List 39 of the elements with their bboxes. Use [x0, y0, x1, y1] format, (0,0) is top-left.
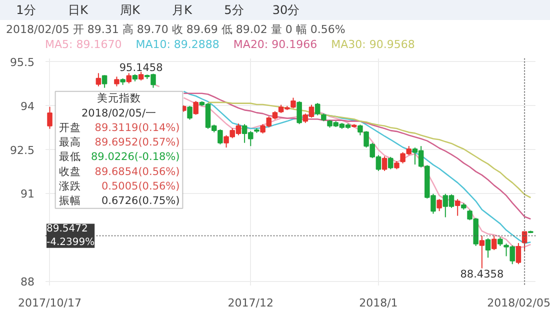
- annotation: 89.3119(0.14%): [94, 122, 180, 134]
- text: 1分: [15, 2, 37, 19]
- annotation: 收盘: [59, 166, 82, 178]
- annotation: 89.6952(0.57%): [94, 136, 180, 149]
- annotation: 最低: [59, 151, 82, 164]
- annotation: 开盘: [59, 122, 82, 134]
- y-tick-label: 92.5: [10, 144, 35, 157]
- y-tick-label: 95.5: [10, 56, 35, 69]
- y-tick-label: 88: [20, 276, 35, 289]
- line-series: [207, 102, 532, 198]
- y-tick-label: 94: [20, 100, 35, 113]
- annotation: 89.6854(0.56%): [94, 166, 180, 178]
- text: MA20: 90.1966: [233, 38, 318, 51]
- text: 周K: [119, 2, 141, 19]
- text: 5分: [223, 2, 245, 19]
- annotation: 美元指数: [97, 92, 141, 105]
- x-tick-label: 2017/12: [228, 296, 274, 310]
- annotation: 2018/02/05/一: [81, 107, 157, 120]
- y-tick-label: 91: [20, 188, 35, 201]
- text: 日K: [67, 2, 89, 19]
- ref-line-label: 89.5472 -4.2399%: [46, 224, 95, 248]
- annotation: 88.4358: [460, 268, 504, 280]
- x-tick-label: 2018/1: [359, 296, 398, 310]
- text: 30分: [271, 2, 301, 19]
- text: MA30: 90.9568: [331, 38, 415, 51]
- annotation: 89.0226(-0.18%): [91, 151, 180, 164]
- annotation: 最高: [59, 136, 82, 149]
- x-tick-label: 2018/02/05: [487, 296, 550, 310]
- annotation: 振幅: [59, 195, 82, 208]
- x-tick-label: 2017/10/17: [18, 296, 82, 310]
- text: 月K: [171, 2, 193, 19]
- text: MA5: 89.1670: [45, 38, 122, 51]
- line-series: [183, 92, 532, 220]
- annotation: 0.6726(0.75%): [101, 195, 180, 208]
- annotation: 0.5005(0.56%): [101, 180, 180, 192]
- text: MA10: 89.2888: [136, 38, 220, 51]
- annotation: 涨跌: [59, 180, 82, 192]
- chart-title: 2018/02/05 开 89.31 高 89.70 收 89.69 低 89.02 量 0 幅 0.56%: [6, 22, 346, 38]
- annotation: 95.1458: [119, 62, 163, 74]
